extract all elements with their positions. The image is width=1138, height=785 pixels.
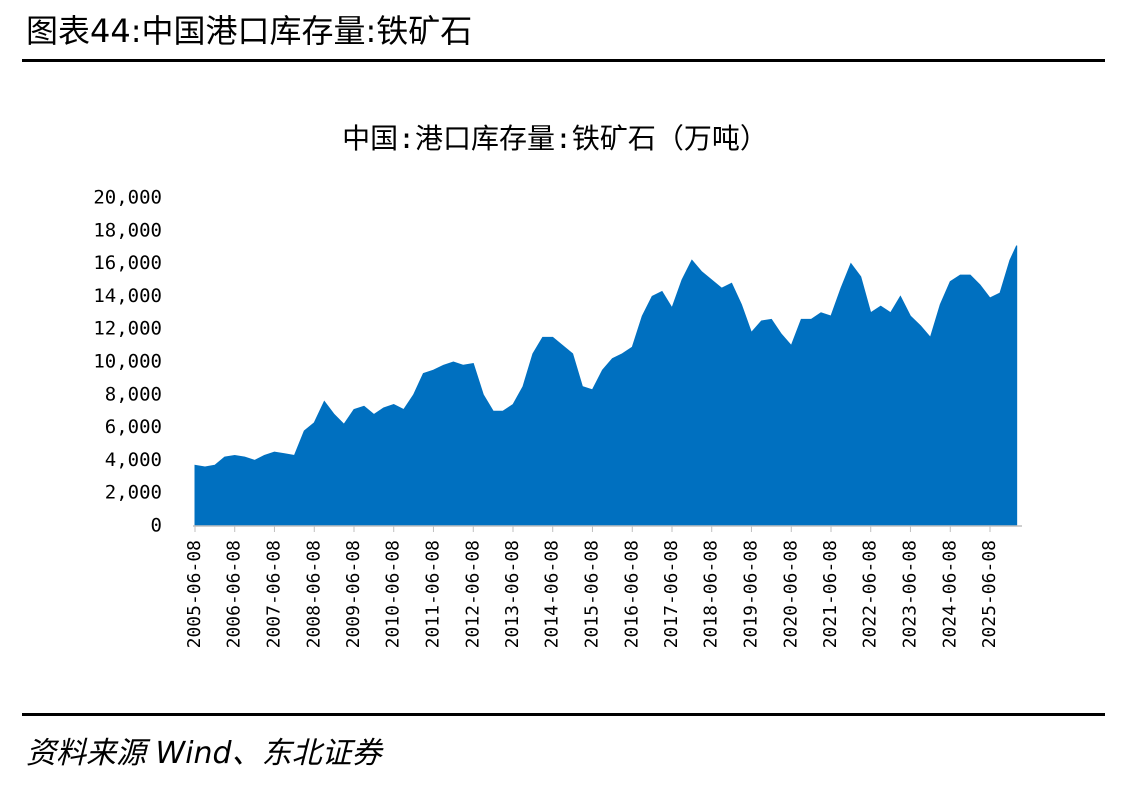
y-tick-label: 20,000 (93, 187, 162, 209)
x-tick-label: 2015-06-08 (581, 540, 602, 648)
y-tick-label: 14,000 (93, 285, 162, 307)
x-tick-label: 2018-06-08 (701, 540, 722, 648)
x-tick-label: 2019-06-08 (740, 540, 761, 648)
y-tick-label: 12,000 (93, 318, 162, 340)
y-tick-label: 10,000 (93, 351, 162, 373)
y-tick-label: 18,000 (93, 219, 162, 241)
x-tick-label: 2025-06-08 (979, 540, 1000, 648)
rule (22, 59, 1105, 62)
area (194, 245, 1018, 527)
x-tick-label: 2012-06-08 (462, 540, 483, 648)
y-tick-label: 8,000 (105, 383, 162, 405)
x-tick-label: 2006-06-08 (224, 540, 245, 648)
rule (22, 713, 1105, 716)
y-tick-label: 4,000 (105, 449, 162, 471)
source: 资料来源 Wind、东北证券 (26, 736, 382, 771)
y-tick-label: 16,000 (93, 252, 162, 274)
x-tick-label: 2005-06-08 (184, 540, 205, 648)
x-tick-label: 2016-06-08 (621, 540, 642, 648)
x-tick-label: 2007-06-08 (263, 540, 284, 648)
x-tick-label: 2022-06-08 (860, 540, 881, 648)
page-title: 图表44:中国港口库存量:铁矿石 (26, 12, 473, 50)
y-tick-label: 0 (151, 515, 162, 537)
chart: 中国:港口库存量:铁矿石（万吨） 0 2,000 4,000 6,000 8,000 10… (93, 122, 1022, 648)
x-tick-label: 2009-06-08 (343, 540, 364, 648)
x-tick-label: 2021-06-08 (820, 540, 841, 648)
x-tick-label: 2020-06-08 (780, 540, 801, 648)
x-tick-label: 2017-06-08 (661, 540, 682, 648)
x-tick-label: 2008-06-08 (303, 540, 324, 648)
x-tick-label: 2010-06-08 (383, 540, 404, 648)
x-tick-label: 2013-06-08 (502, 540, 523, 648)
x-tick-label: 2023-06-08 (899, 540, 920, 648)
y-tick-label: 2,000 (105, 482, 162, 504)
y-tick-label: 6,000 (105, 416, 162, 438)
x-tick-label: 2024-06-08 (939, 540, 960, 648)
x-tick-label: 2011-06-08 (422, 540, 443, 648)
chart-title: 中国:港口库存量:铁矿石（万吨） (342, 122, 768, 155)
x-tick-label: 2014-06-08 (542, 540, 563, 648)
